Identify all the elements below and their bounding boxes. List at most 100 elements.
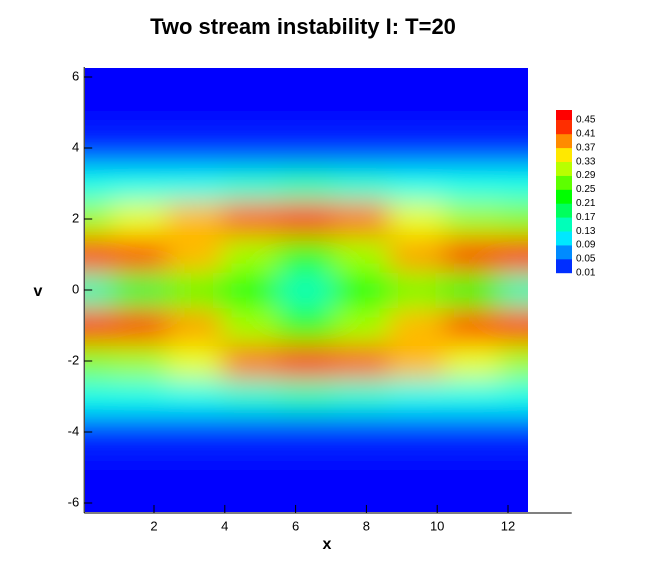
field-cell [333,68,390,96]
field-cell [444,272,501,309]
field-cell [444,449,501,486]
colorbar-label: 0.09 [576,240,596,251]
field-cell [444,414,501,451]
x-tick-label: 10 [430,518,444,533]
field-cell [166,343,223,380]
field-cell [444,201,501,238]
field-cell [277,272,334,309]
field-cell [444,94,501,131]
y-tick-label: -6 [68,494,80,509]
field-cell [166,68,223,96]
field-cell [85,165,112,202]
axes: 2 4 6 8 10 12 -6 -4 -2 0 2 4 6 [68,67,572,533]
colorbar-label: 0.05 [576,254,596,265]
field-cell [277,307,334,344]
y-tick-label: -2 [68,352,80,367]
x-tick-label: 4 [221,518,228,533]
field-cell [500,165,528,202]
colorbar-label: 0.33 [576,156,596,167]
colorbar-band [556,175,572,190]
field-cell [110,343,168,380]
field-cell [222,307,279,344]
field-cell [333,272,390,309]
field-cell [333,343,390,380]
field-cell [277,130,334,167]
field-cell [110,378,168,415]
colorbar-band [556,161,572,176]
colorbar-band [556,189,572,204]
field-cell [500,68,528,96]
field-cell [333,94,390,131]
field-cell [277,165,334,202]
field-cell [333,449,390,486]
field-cell [500,307,528,344]
field-cell [388,68,446,96]
colorbar-label: 0.37 [576,142,596,153]
field-cell [444,165,501,202]
field-cell [222,414,279,451]
field-cell [222,485,279,512]
colorbar-label: 0.17 [576,212,596,223]
field-cell [500,130,528,167]
field-cell [277,378,334,415]
field-cell [388,272,446,309]
field-cell [333,485,390,512]
field-cell [500,343,528,380]
field-cell [444,236,501,273]
field-cell [85,68,112,96]
field-cell [388,378,446,415]
y-tick-label: 0 [72,281,79,296]
field-cell [85,201,112,238]
field-cell [444,485,501,512]
field-cell [388,307,446,344]
field-cell [110,307,168,344]
field [85,68,528,512]
field-cell [500,449,528,486]
colorbar-label: 0.01 [576,268,596,279]
field-cell [388,343,446,380]
field-cell [110,485,168,512]
field-cell [110,449,168,486]
field-cell [277,201,334,238]
field-cell [85,236,112,273]
field-cell [277,236,334,273]
field-cell [333,236,390,273]
field-cell [166,272,223,309]
field-cell [222,236,279,273]
field-cell [166,130,223,167]
field-cell [166,449,223,486]
colorbar-label: 0.13 [576,226,596,237]
field-cell [110,68,168,96]
field-cell [333,307,390,344]
colorbar-label: 0.25 [576,184,596,195]
colorbar-label: 0.21 [576,198,596,209]
field-cell [500,272,528,309]
y-tick-label: -4 [68,423,80,438]
field-cell [500,485,528,512]
field-cell [444,130,501,167]
field-cell [85,94,112,131]
field-cell [388,414,446,451]
y-axis-label: v [34,283,43,300]
field-cell [388,94,446,131]
field-cell [110,201,168,238]
field-cell [222,68,279,96]
colorbar-band [556,259,572,274]
colorbar-band [556,203,572,218]
field-cell [222,378,279,415]
field-cells [85,68,528,512]
field-cell [277,485,334,512]
x-axis-label: x [323,536,332,553]
colorbar-label: 0.45 [576,115,596,126]
field-cell [85,378,112,415]
field-cell [222,165,279,202]
colorbar-band [556,245,572,260]
field-cell [388,485,446,512]
field-cell [333,378,390,415]
colorbar-label: 0.29 [576,170,596,181]
field-cell [222,343,279,380]
field-cell [500,378,528,415]
field-cell [444,343,501,380]
field-cell [388,236,446,273]
